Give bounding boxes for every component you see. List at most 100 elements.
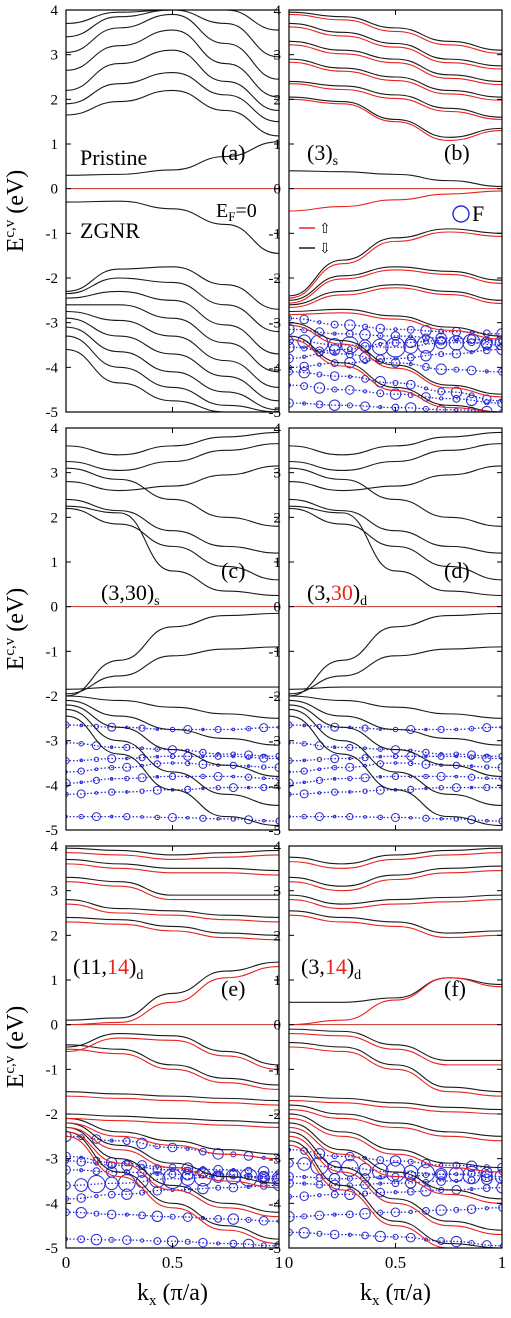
f-weight-circle [261,818,266,823]
f-weight-circle [348,790,352,794]
y-tick-label: 2 [51,510,59,526]
f-weight-circle [108,788,116,796]
f-weight-circle [423,386,429,391]
f-weight-circle [302,1174,307,1180]
f-weight-circle [302,780,307,785]
spin-down-band-11 [66,290,279,355]
f-weight-circle [289,1211,295,1223]
f-weight-circle [363,746,367,751]
f-band-1 [66,755,279,762]
f-weight-circle [361,724,369,732]
f-band-2 [66,1184,279,1200]
f-weight-circle [231,774,236,779]
f-weight-circle [93,756,100,763]
f-weight-circle [260,783,268,792]
f-weight-circle [94,1194,99,1199]
f-weight-circle [197,1166,209,1179]
annotation-zgnr: ZGNR [80,218,140,243]
y-tick-label: 1 [274,973,282,989]
f-weight-circle [467,773,476,781]
f-weight-circle [435,1204,447,1216]
f-weight-circle [467,815,477,825]
panel-tag: (b) [444,140,470,165]
config-label-subscript: d [354,968,361,983]
f-weight-circle [125,790,129,794]
y-tick-label: 3 [274,884,282,900]
f-weight-circle [78,741,84,747]
f-weight-circle [289,1193,292,1200]
y-axis-label-sup: c,v [2,637,18,655]
spin-down-band-3 [66,876,279,896]
spin-up-band-9 [289,287,502,309]
f-weight-circle [497,398,502,408]
annotation-fermi: EF=0 [216,200,257,224]
y-axis-label-unit: (eV) [3,1006,29,1056]
spin-down-band-3 [289,58,502,98]
f-weight-circle [439,816,443,821]
y-tick-label: 0 [51,1018,59,1034]
config-label: (11,14)d [73,954,143,983]
f-weight-circle [359,329,371,341]
f-band-6 [289,724,502,731]
f-weight-circle [289,1147,292,1152]
legend-f-label: F [472,201,484,226]
f-band-2 [289,348,502,368]
f-weight-circle [481,1173,493,1185]
f-weight-circle [302,354,307,359]
y-tick-label: -3 [46,734,59,750]
y-tick-label: -5 [46,405,59,421]
spin-down-band-5 [66,847,279,856]
y-tick-label: -3 [269,1152,282,1168]
y-tick-label: -2 [269,1107,282,1123]
spin-down-band-13 [66,708,279,806]
f-weight-circle [405,1232,416,1243]
f-weight-circle [500,725,502,730]
f-weight-circle [185,815,190,820]
spin-down-band-11 [289,1131,502,1231]
f-weight-circle [420,325,432,337]
f-weight-circle [391,772,400,781]
f-weight-circle [391,338,400,347]
f-weight-circle [466,365,477,376]
spin-down-band-0 [66,141,279,176]
f-weight-circle [79,780,84,785]
x-tick-label: 1 [275,1253,284,1272]
spin-down-band-14 [66,715,279,827]
spin-down-band-7 [289,612,502,697]
f-weight-circle [481,1240,492,1248]
f-weight-circle [435,332,447,344]
f-weight-circle [329,371,340,381]
spin-down-band-16 [66,335,279,412]
f-weight-circle [167,1142,178,1153]
f-weight-circle [213,771,223,781]
f-weight-circle [274,762,279,772]
f-band-5 [66,815,279,822]
f-weight-circle [169,753,176,759]
f-weight-circle [484,754,489,758]
f-weight-circle [92,776,101,784]
config-label-subscript: s [154,594,159,609]
spin-down-band-7 [289,228,502,297]
y-tick-label: 2 [274,928,282,944]
f-weight-circle [453,366,460,373]
f-weight-circle [345,350,354,359]
spin-up-band-11 [66,1126,279,1189]
y-axis-label-main: E [3,656,29,671]
spin-down-band-1 [66,498,279,554]
y-tick-label: 0 [51,600,59,616]
f-weight-circle [406,325,415,334]
f-weight-circle [302,723,307,728]
f-weight-circle [454,754,459,759]
y-tick-label: 0 [274,600,282,616]
panel-c: 4 3 2 1 0 -1 -2 -3 -4 -5 (c) (3,30)s [46,421,280,839]
spin-down-band-3 [66,49,279,112]
f-weight-circle [261,754,266,758]
y-tick-label: -5 [269,823,282,839]
y-tick-label: -2 [46,271,59,287]
f-weight-circle [231,1167,236,1173]
f-weight-circle [91,1134,102,1144]
spin-down-band-9 [66,266,279,310]
f-weight-circle [453,751,460,757]
